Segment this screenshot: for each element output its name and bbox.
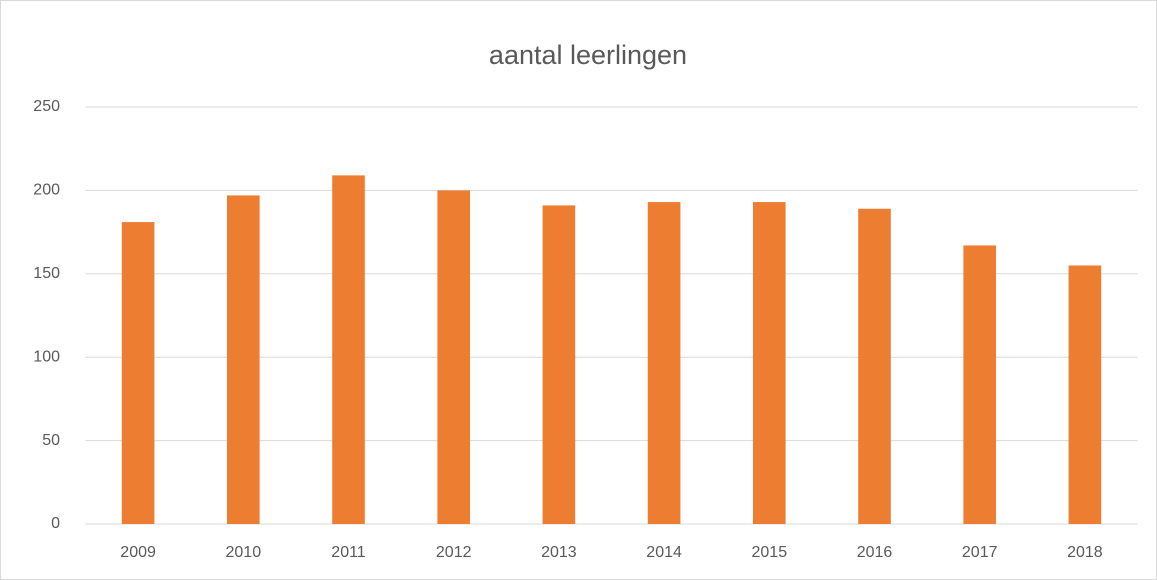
bar: [963, 245, 997, 524]
y-tick-label: 250: [33, 98, 60, 115]
x-tick-label: 2010: [226, 544, 262, 561]
x-tick-label: 2016: [857, 544, 893, 561]
y-tick-label: 50: [42, 432, 60, 449]
y-tick-label: 150: [33, 265, 60, 282]
bar: [1068, 265, 1102, 524]
bar: [226, 195, 260, 525]
x-tick-label: 2014: [646, 544, 682, 561]
x-tick-label: 2012: [436, 544, 472, 561]
bar: [647, 202, 681, 525]
bar: [332, 175, 365, 524]
bar: [542, 205, 576, 525]
x-tick-label: 2011: [331, 544, 366, 561]
x-tick-label: 2017: [962, 544, 998, 561]
x-tick-label: 2018: [1067, 544, 1103, 561]
y-tick-label: 200: [33, 182, 60, 199]
bar: [121, 222, 155, 525]
chart-title: aantal leerlingen: [489, 40, 687, 70]
y-tick-label: 100: [33, 348, 60, 365]
bar: [858, 208, 891, 525]
x-tick-label: 2009: [120, 544, 156, 561]
y-tick-label: 0: [51, 515, 60, 532]
bar: [437, 190, 471, 524]
x-tick-label: 2013: [541, 544, 577, 561]
bar: [752, 202, 786, 525]
x-tick-label: 2015: [752, 544, 788, 561]
